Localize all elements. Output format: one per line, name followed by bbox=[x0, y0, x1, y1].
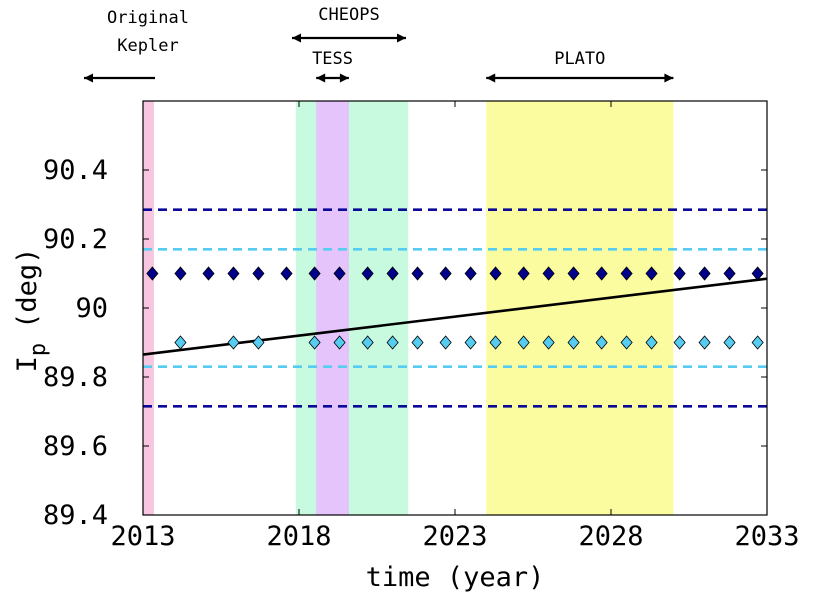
x-tick-label: 2023 bbox=[422, 521, 487, 552]
x-tick-label: 2018 bbox=[266, 521, 331, 552]
band-plato bbox=[486, 101, 674, 515]
light-diamond-point bbox=[723, 335, 736, 350]
arrow-head bbox=[664, 73, 674, 83]
arrow-head bbox=[292, 33, 301, 43]
y-axis-label: Ip (deg) bbox=[12, 248, 51, 373]
y-tick-label: 90.2 bbox=[43, 224, 108, 255]
dark-diamond-point bbox=[333, 266, 346, 281]
y-tick-label: 89.6 bbox=[43, 431, 108, 462]
trend-line bbox=[143, 277, 767, 356]
dark-diamond-point bbox=[620, 266, 633, 281]
light-diamond-point bbox=[751, 335, 764, 350]
mission-label-cheops: CHEOPS bbox=[318, 5, 379, 25]
dark-diamond-point bbox=[202, 266, 215, 281]
y-tick-label: 90.4 bbox=[43, 155, 108, 186]
dark-diamond-point bbox=[252, 266, 265, 281]
dark-diamond-point bbox=[595, 266, 608, 281]
arrow-head bbox=[339, 73, 349, 83]
light-diamond-point bbox=[645, 335, 658, 350]
light-diamond-point bbox=[227, 335, 240, 350]
light-diamond-point bbox=[542, 335, 555, 350]
dark-diamond-point bbox=[751, 266, 764, 281]
light-diamond-point bbox=[174, 335, 187, 350]
y-axis-label-symbol: I bbox=[12, 356, 43, 372]
dark-diamond-point bbox=[645, 266, 658, 281]
mission-label-original-kepler: Original bbox=[107, 8, 189, 28]
light-diamond-point bbox=[464, 335, 477, 350]
y-tick-label: 90 bbox=[75, 293, 108, 324]
dark-diamond-point bbox=[227, 266, 240, 281]
band-tess bbox=[316, 101, 349, 515]
mission-labels: Original Kepler CHEOPS TESS PLATO bbox=[84, 5, 674, 83]
y-axis-label-unit: (deg) bbox=[12, 248, 43, 329]
light-diamond-point bbox=[489, 335, 502, 350]
mission-bands bbox=[143, 101, 674, 515]
dark-diamond-point bbox=[723, 266, 736, 281]
light-diamond-point bbox=[386, 335, 399, 350]
x-tick-label: 2033 bbox=[734, 521, 799, 552]
light-diamond-point bbox=[517, 335, 530, 350]
light-diamond-point bbox=[673, 335, 686, 350]
trend-line-group bbox=[143, 277, 767, 356]
light-diamond-point bbox=[411, 335, 424, 350]
dark-diamond-point bbox=[517, 266, 530, 281]
axis-ticks: 2013 2018 2023 2028 2033 89.4 89.6 89.8 90 90.2 90… bbox=[43, 101, 800, 552]
dark-diamond-point bbox=[361, 266, 374, 281]
light-diamond-point bbox=[252, 335, 265, 350]
dark-diamond-point bbox=[542, 266, 555, 281]
data-points bbox=[146, 266, 764, 350]
light-diamond-point bbox=[698, 335, 711, 350]
mission-label-original-kepler: Kepler bbox=[117, 36, 178, 56]
mission-label-tess: TESS bbox=[312, 49, 353, 69]
dark-diamond-point bbox=[386, 266, 399, 281]
dark-diamond-point bbox=[698, 266, 711, 281]
mission-label-plato: PLATO bbox=[554, 49, 605, 69]
dark-diamond-point bbox=[174, 266, 187, 281]
light-diamond-point bbox=[333, 335, 346, 350]
dark-diamond-point bbox=[567, 266, 580, 281]
light-diamond-point bbox=[567, 335, 580, 350]
arrow-head bbox=[316, 73, 326, 83]
x-tick-label: 2013 bbox=[110, 521, 175, 552]
y-tick-label: 89.4 bbox=[43, 500, 108, 531]
dark-diamond-point bbox=[439, 266, 452, 281]
x-tick-label: 2028 bbox=[578, 521, 643, 552]
light-diamond-point bbox=[361, 335, 374, 350]
light-diamond-point bbox=[439, 335, 452, 350]
dark-diamond-point bbox=[411, 266, 424, 281]
light-diamond-point bbox=[308, 335, 321, 350]
arrow-head bbox=[84, 73, 93, 83]
arrow-head bbox=[397, 33, 406, 43]
dark-diamond-point bbox=[146, 266, 159, 281]
svg-text:Ip(deg): Ip (deg) bbox=[12, 248, 51, 373]
dark-diamond-point bbox=[464, 266, 477, 281]
x-axis-label: time (year) bbox=[366, 562, 545, 593]
dark-diamond-point bbox=[308, 266, 321, 281]
dark-diamond-point bbox=[280, 266, 293, 281]
light-diamond-point bbox=[595, 335, 608, 350]
y-axis-label-subscript: p bbox=[26, 343, 51, 356]
arrow-head bbox=[486, 73, 496, 83]
band-cheops bbox=[295, 101, 409, 515]
dark-diamond-point bbox=[673, 266, 686, 281]
light-diamond-point bbox=[620, 335, 633, 350]
y-tick-label: 89.8 bbox=[43, 362, 108, 393]
dark-diamond-point bbox=[489, 266, 502, 281]
